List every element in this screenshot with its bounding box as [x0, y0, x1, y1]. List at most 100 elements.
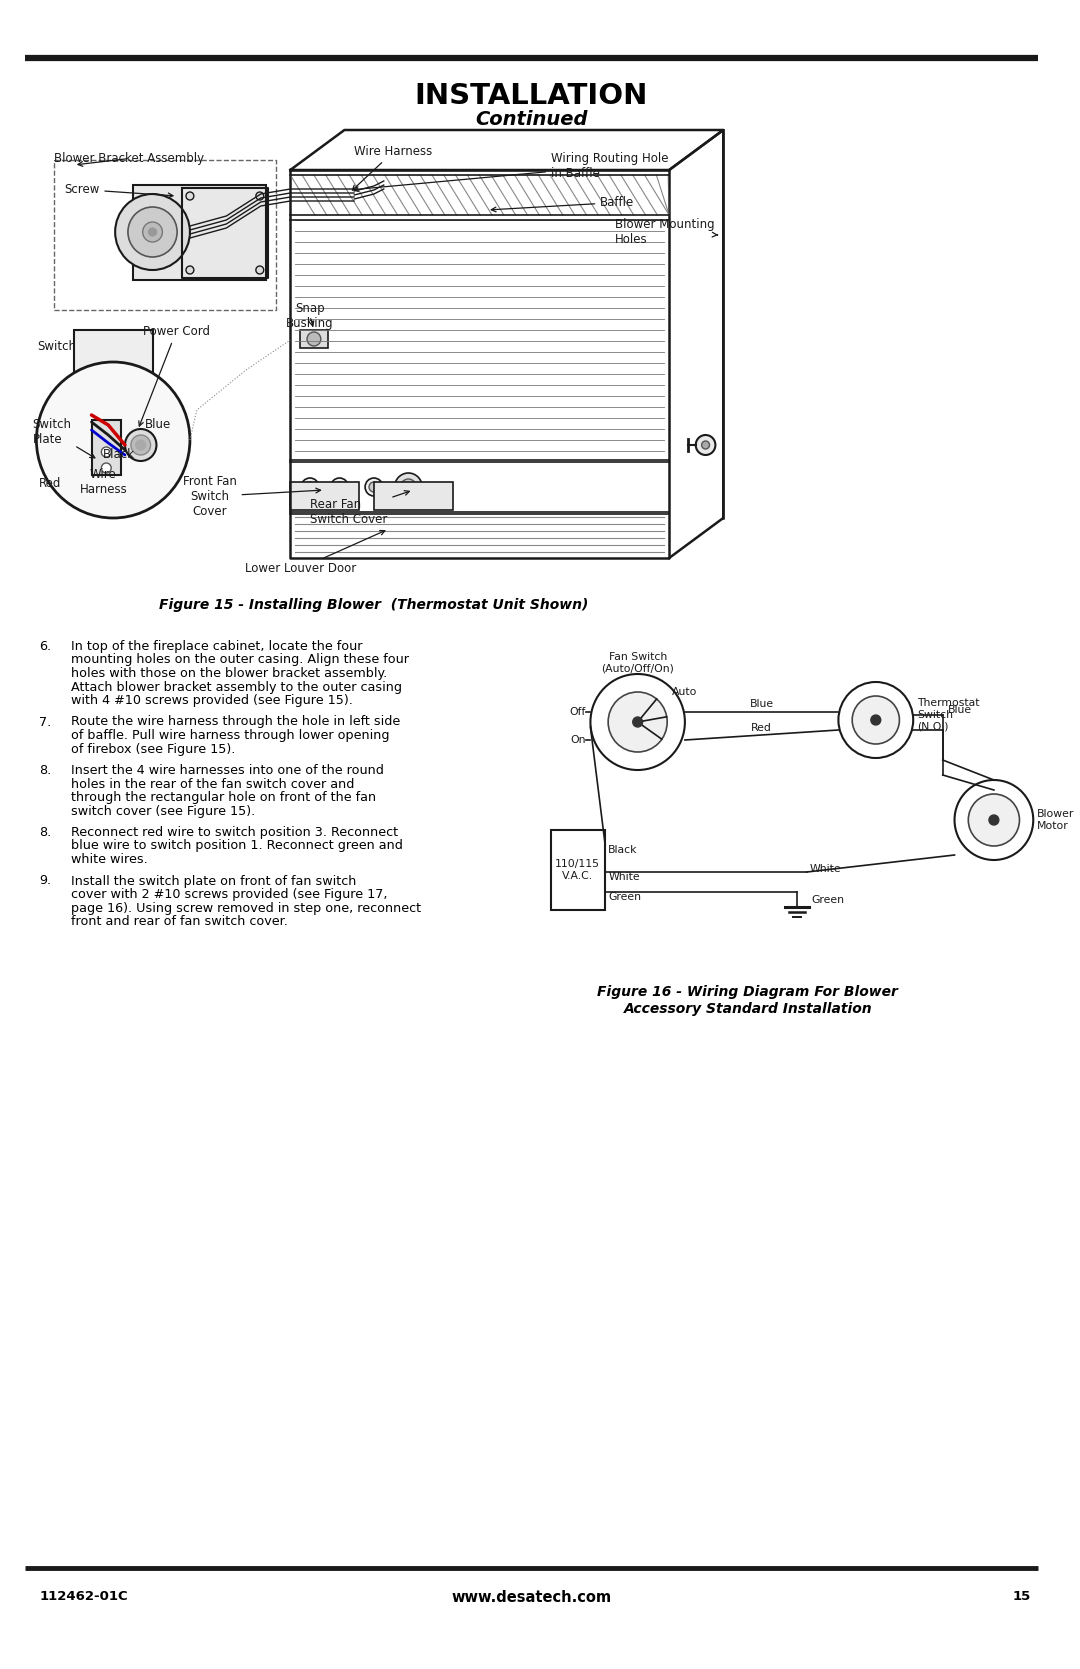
Bar [551, 829, 605, 910]
Text: cover with 2 #10 screws provided (see Figure 17,: cover with 2 #10 screws provided (see Fi… [71, 888, 388, 901]
Circle shape [335, 482, 345, 492]
Text: switch cover (see Figure 15).: switch cover (see Figure 15). [71, 804, 255, 818]
Circle shape [136, 441, 146, 451]
Text: Figure 16 - Wiring Diagram For Blower: Figure 16 - Wiring Diagram For Blower [597, 985, 899, 1000]
Text: page 16). Using screw removed in step one, reconnect: page 16). Using screw removed in step on… [71, 901, 421, 915]
Text: www.desatech.com: www.desatech.com [451, 1591, 611, 1606]
Text: Red: Red [752, 723, 772, 733]
Text: front and rear of fan switch cover.: front and rear of fan switch cover. [71, 915, 287, 928]
Bar [374, 482, 453, 511]
Bar [73, 330, 152, 411]
Text: Fan Switch
(Auto/Off/On): Fan Switch (Auto/Off/On) [602, 653, 674, 674]
Text: holes with those on the blower bracket assembly.: holes with those on the blower bracket a… [71, 668, 387, 679]
Text: Wiring Routing Hole
in Baffle: Wiring Routing Hole in Baffle [353, 152, 669, 192]
Circle shape [852, 696, 900, 744]
Bar [291, 482, 360, 511]
Text: 110/115
V.A.C.: 110/115 V.A.C. [555, 860, 600, 881]
Text: Insert the 4 wire harnesses into one of the round: Insert the 4 wire harnesses into one of … [71, 764, 383, 778]
Circle shape [186, 192, 193, 200]
Text: Black: Black [608, 845, 637, 855]
Text: In top of the fireplace cabinet, locate the four: In top of the fireplace cabinet, locate … [71, 639, 363, 653]
Text: Front Fan
Switch
Cover: Front Fan Switch Cover [183, 476, 321, 517]
Circle shape [401, 479, 416, 496]
Text: with 4 #10 screws provided (see Figure 15).: with 4 #10 screws provided (see Figure 1… [71, 694, 353, 708]
Text: INSTALLATION: INSTALLATION [415, 82, 648, 110]
Text: mounting holes on the outer casing. Align these four: mounting holes on the outer casing. Alig… [71, 654, 409, 666]
Text: Green: Green [812, 895, 845, 905]
Text: Red: Red [39, 477, 62, 491]
Circle shape [365, 477, 382, 496]
Circle shape [369, 482, 379, 492]
Text: 112462-01C: 112462-01C [39, 1591, 129, 1602]
Circle shape [870, 714, 880, 724]
Text: Auto: Auto [672, 688, 698, 698]
Circle shape [37, 362, 190, 517]
Text: Blue: Blue [750, 699, 773, 709]
Bar [300, 330, 327, 349]
Circle shape [696, 436, 715, 456]
Circle shape [955, 779, 1034, 860]
Text: Blower
Motor: Blower Motor [1037, 809, 1075, 831]
Circle shape [149, 229, 157, 235]
Circle shape [125, 429, 157, 461]
Circle shape [102, 447, 111, 457]
Text: 8.: 8. [39, 826, 52, 840]
Text: Reconnect red wire to switch position 3. Reconnect: Reconnect red wire to switch position 3.… [71, 826, 397, 840]
Text: Install the switch plate on front of fan switch: Install the switch plate on front of fan… [71, 875, 356, 888]
Circle shape [330, 477, 349, 496]
Circle shape [102, 462, 111, 472]
Circle shape [307, 332, 321, 345]
Text: 7.: 7. [39, 716, 52, 728]
Circle shape [143, 222, 162, 242]
Text: Snap
Bushing: Snap Bushing [286, 302, 334, 330]
Text: of baffle. Pull wire harness through lower opening: of baffle. Pull wire harness through low… [71, 729, 390, 743]
Text: Power Cord: Power Cord [139, 325, 210, 426]
Text: Blower Mounting
Holes: Blower Mounting Holes [615, 219, 717, 245]
Text: Baffle: Baffle [491, 195, 635, 212]
Circle shape [608, 693, 667, 753]
Text: White: White [608, 871, 639, 881]
Text: Continued: Continued [475, 110, 588, 129]
Circle shape [969, 794, 1020, 846]
Text: Switch
Plate: Switch Plate [32, 417, 95, 457]
Text: white wires.: white wires. [71, 853, 148, 866]
Text: Route the wire harness through the hole in left side: Route the wire harness through the hole … [71, 716, 400, 728]
Text: Off: Off [569, 708, 585, 718]
Circle shape [305, 482, 315, 492]
Text: Attach blower bracket assembly to the outer casing: Attach blower bracket assembly to the ou… [71, 681, 402, 694]
Text: On: On [570, 734, 585, 744]
Text: Accessory Standard Installation: Accessory Standard Installation [623, 1001, 873, 1016]
Text: Thermostat
Switch
(N.O.): Thermostat Switch (N.O.) [917, 698, 980, 731]
Text: 9.: 9. [39, 875, 52, 888]
Circle shape [256, 265, 264, 274]
Circle shape [131, 436, 150, 456]
Circle shape [838, 683, 914, 758]
Circle shape [633, 718, 643, 728]
Circle shape [127, 207, 177, 257]
Circle shape [591, 674, 685, 769]
Text: Blue: Blue [947, 704, 972, 714]
Text: blue wire to switch position 1. Reconnect green and: blue wire to switch position 1. Reconnec… [71, 840, 403, 853]
Text: Switch: Switch [38, 340, 77, 354]
Text: Green: Green [608, 891, 642, 901]
Text: Figure 15 - Installing Blower  (Thermostat Unit Shown): Figure 15 - Installing Blower (Thermosta… [159, 598, 589, 613]
Bar [92, 421, 121, 476]
Circle shape [301, 477, 319, 496]
Circle shape [394, 472, 422, 501]
Text: holes in the rear of the fan switch cover and: holes in the rear of the fan switch cove… [71, 778, 354, 791]
Text: through the rectangular hole on front of the fan: through the rectangular hole on front of… [71, 791, 376, 804]
Text: 8.: 8. [39, 764, 52, 778]
Circle shape [989, 814, 999, 824]
Circle shape [116, 194, 190, 270]
Circle shape [702, 441, 710, 449]
Bar [133, 185, 266, 280]
Circle shape [256, 192, 264, 200]
Text: Wire
Harness: Wire Harness [80, 467, 127, 496]
Text: of firebox (see Figure 15).: of firebox (see Figure 15). [71, 743, 235, 756]
Text: Lower Louver Door: Lower Louver Door [244, 531, 384, 576]
Text: 15: 15 [1013, 1591, 1031, 1602]
Text: Wire Harness: Wire Harness [352, 145, 433, 190]
Text: Blower Bracket Assembly: Blower Bracket Assembly [54, 152, 204, 167]
Text: White: White [810, 865, 841, 875]
Text: 6.: 6. [39, 639, 52, 653]
